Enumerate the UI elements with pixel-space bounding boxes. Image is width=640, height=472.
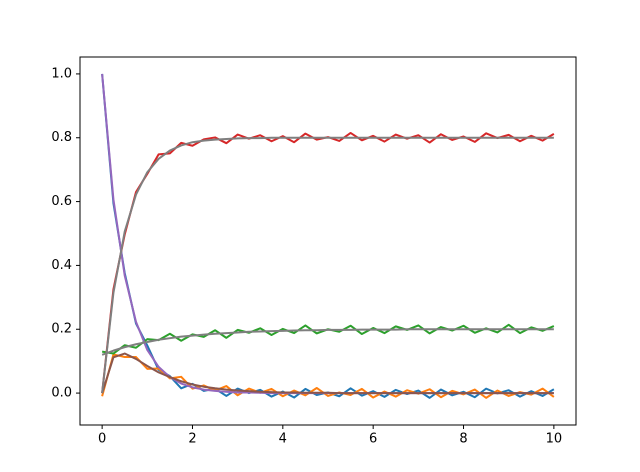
x-tick-label: 8 [459,432,467,447]
series-line [101,131,555,394]
series-line [101,352,554,395]
series-line [101,328,554,356]
y-tick-label: 0.0 [51,386,72,401]
x-tick-label: 4 [279,432,287,447]
y-tick-label: 1.0 [51,66,72,81]
x-tick-label: 0 [98,432,106,447]
y-tick-label: 0.8 [51,130,72,145]
series-line [101,73,555,399]
y-tick-label: 0.6 [51,194,72,209]
x-tick-label: 6 [369,432,377,447]
x-tick-label: 10 [546,432,563,447]
series-line [101,73,554,395]
x-tick-label: 2 [188,432,196,447]
y-tick-label: 0.2 [51,322,72,337]
plot-frame [79,56,577,426]
series-line [101,136,554,394]
y-tick-label: 0.4 [51,258,72,273]
